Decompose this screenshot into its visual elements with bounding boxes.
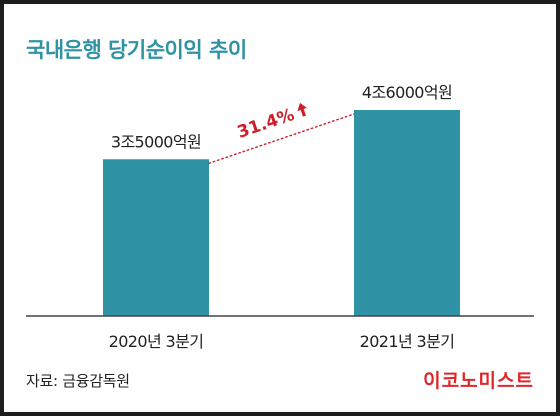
growth-connector [208,113,355,164]
category-label-2: 2021년 3분기 [360,332,455,351]
data-label-1: 3조5000억원 [111,132,201,151]
chart-title: 국내은행 당기순이익 추이 [26,38,247,62]
data-label-2: 4조6000억원 [362,83,452,102]
bar-chart: 3조5000억원 2020년 3분기 4조6000억원 2021년 3분기 31.4% [26,83,534,351]
category-label-1: 2020년 3분기 [109,332,204,351]
growth-annotation: 31.4% [235,105,297,143]
publisher-logo: 이코노미스트 [423,370,534,392]
bar-2 [354,110,460,316]
arrow-up-icon [297,102,307,117]
source-note: 자료: 금융감독원 [26,372,130,390]
bar-1 [103,159,209,316]
chart-card: 국내은행 당기순이익 추이 3조5000억원 2020년 3분기 4조6000억원 2… [4,4,556,412]
